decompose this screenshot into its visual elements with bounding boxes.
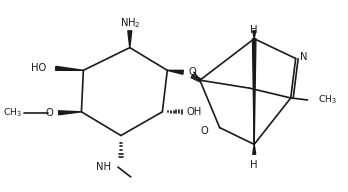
Text: CH$_3$: CH$_3$	[3, 107, 22, 119]
Text: OH: OH	[186, 107, 201, 117]
Polygon shape	[58, 111, 81, 115]
Text: O: O	[188, 67, 196, 77]
Text: O: O	[200, 126, 208, 136]
Text: NH: NH	[96, 162, 111, 172]
Text: O: O	[45, 108, 53, 118]
Polygon shape	[253, 31, 256, 39]
Text: NH$_2$: NH$_2$	[120, 16, 140, 30]
Polygon shape	[56, 66, 84, 70]
Text: H: H	[251, 25, 258, 35]
Polygon shape	[253, 144, 256, 154]
Text: CH$_3$: CH$_3$	[318, 94, 338, 106]
Polygon shape	[252, 39, 256, 144]
Polygon shape	[128, 31, 132, 48]
Text: H: H	[251, 160, 258, 170]
Polygon shape	[167, 70, 183, 74]
Text: HO: HO	[31, 63, 46, 73]
Text: N: N	[300, 52, 307, 62]
